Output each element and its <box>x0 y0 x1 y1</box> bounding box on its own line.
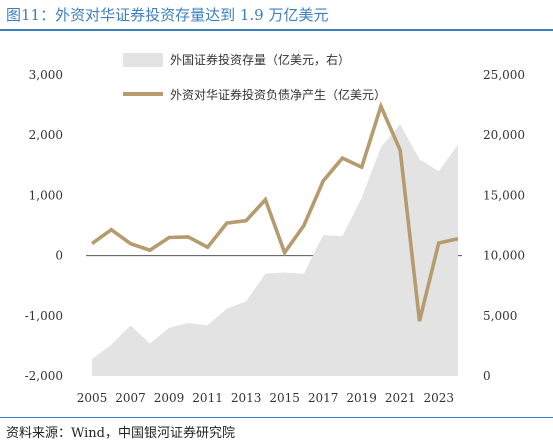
y-left-tick-label: -2,000 <box>25 369 63 383</box>
x-tick-label: 2015 <box>269 391 300 405</box>
title-rule <box>0 29 553 31</box>
y-left-tick-label: 3,000 <box>29 68 63 82</box>
y-left-tick-label: 1,000 <box>29 188 63 202</box>
legend-swatch-area <box>123 53 163 67</box>
x-tick-label: 2021 <box>385 391 416 405</box>
tick-labels: 3,000 2,000 1,000 0 -1,000 -2,000 25,000 20,000… <box>25 68 525 405</box>
y-left-tick-label: 2,000 <box>29 128 63 142</box>
source-rule <box>0 417 553 418</box>
page-title: 图11：外资对华证券投资存量达到 1.9 万亿美元 <box>6 6 329 24</box>
y-right-tick-label: 15,000 <box>483 188 525 202</box>
x-tick-label: 2011 <box>192 391 223 405</box>
line-series-path <box>90 101 459 322</box>
x-tick-label: 2019 <box>346 391 377 405</box>
x-tick-label: 2023 <box>423 391 454 405</box>
x-tick-label: 2007 <box>115 391 146 405</box>
area-series-fill <box>92 124 458 377</box>
y-right-tick-label: 20,000 <box>483 128 525 142</box>
line-series <box>90 101 459 322</box>
legend-label-line: 外资对华证券投资负债净产生（亿美元） <box>170 87 386 102</box>
y-right-tick-label: 25,000 <box>483 68 525 82</box>
x-tick-label: 2013 <box>231 391 262 405</box>
y-right-tick-label: 10,000 <box>483 249 525 263</box>
source-note: 资料来源：Wind，中国银河证券研究院 <box>6 426 235 441</box>
x-tick-label: 2005 <box>77 391 108 405</box>
legend: 外国证券投资存量（亿美元，右） 外资对华证券投资负债净产生（亿美元） <box>123 52 386 102</box>
legend-label-area: 外国证券投资存量（亿美元，右） <box>170 52 350 67</box>
area-series <box>92 124 458 377</box>
y-right-tick-label: 5,000 <box>483 309 517 323</box>
chart: 3,000 2,000 1,000 0 -1,000 -2,000 25,000 20,000… <box>25 52 525 405</box>
y-right-tick-label: 0 <box>483 369 491 383</box>
y-left-tick-label: -1,000 <box>25 309 63 323</box>
y-left-tick-label: 0 <box>55 249 63 263</box>
x-tick-label: 2017 <box>308 391 339 405</box>
x-tick-label: 2009 <box>154 391 185 405</box>
